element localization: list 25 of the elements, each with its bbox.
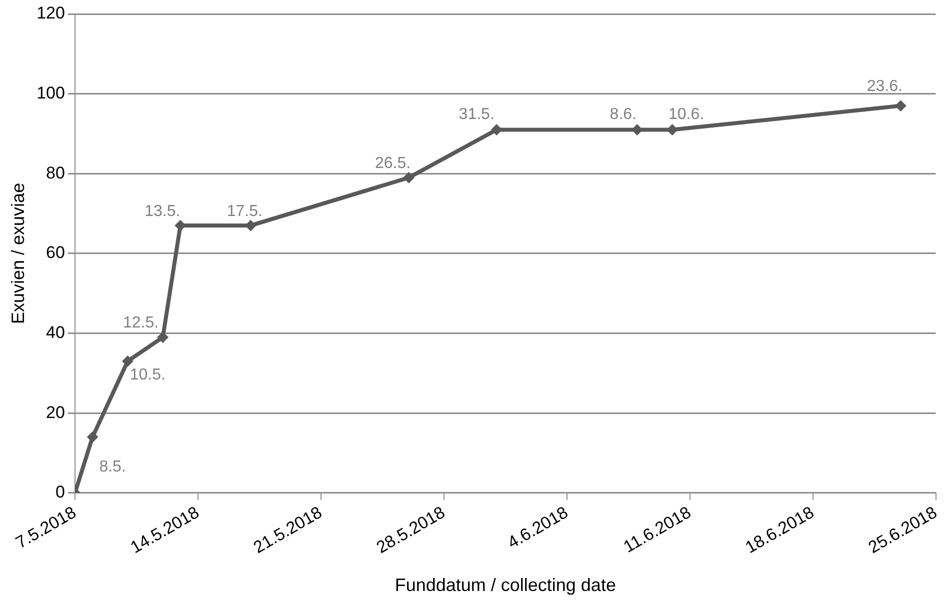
y-tick-label: 0 (55, 482, 65, 502)
y-axis-title: Exuvien / exuviae (8, 182, 28, 324)
annotation: 13.5. (144, 202, 180, 220)
annotation: 31.5. (458, 106, 494, 124)
annotation: 8.5. (99, 458, 126, 476)
y-tick-label: 80 (46, 163, 65, 182)
y-tick-label: 60 (46, 243, 65, 262)
y-tick-label: 40 (46, 322, 65, 342)
point (895, 100, 906, 112)
annotation: 10.6. (668, 106, 704, 124)
annotation: 17.5. (226, 202, 262, 220)
y-tick-label: 20 (46, 402, 65, 422)
x-axis-title: Funddatum / collecting date (394, 575, 616, 596)
y-tick-label: 120 (36, 4, 65, 23)
annotation: 10.5. (130, 366, 166, 384)
annotation: 26.5. (374, 155, 411, 172)
y-tick-label: 100 (36, 84, 65, 103)
point (666, 124, 678, 136)
point (157, 332, 168, 343)
annotation: 8.6. (610, 106, 636, 124)
annotation: 12.5. (123, 314, 159, 332)
point (122, 356, 134, 367)
point (403, 172, 414, 184)
point (87, 432, 98, 443)
annotation: 23.6. (866, 78, 902, 96)
